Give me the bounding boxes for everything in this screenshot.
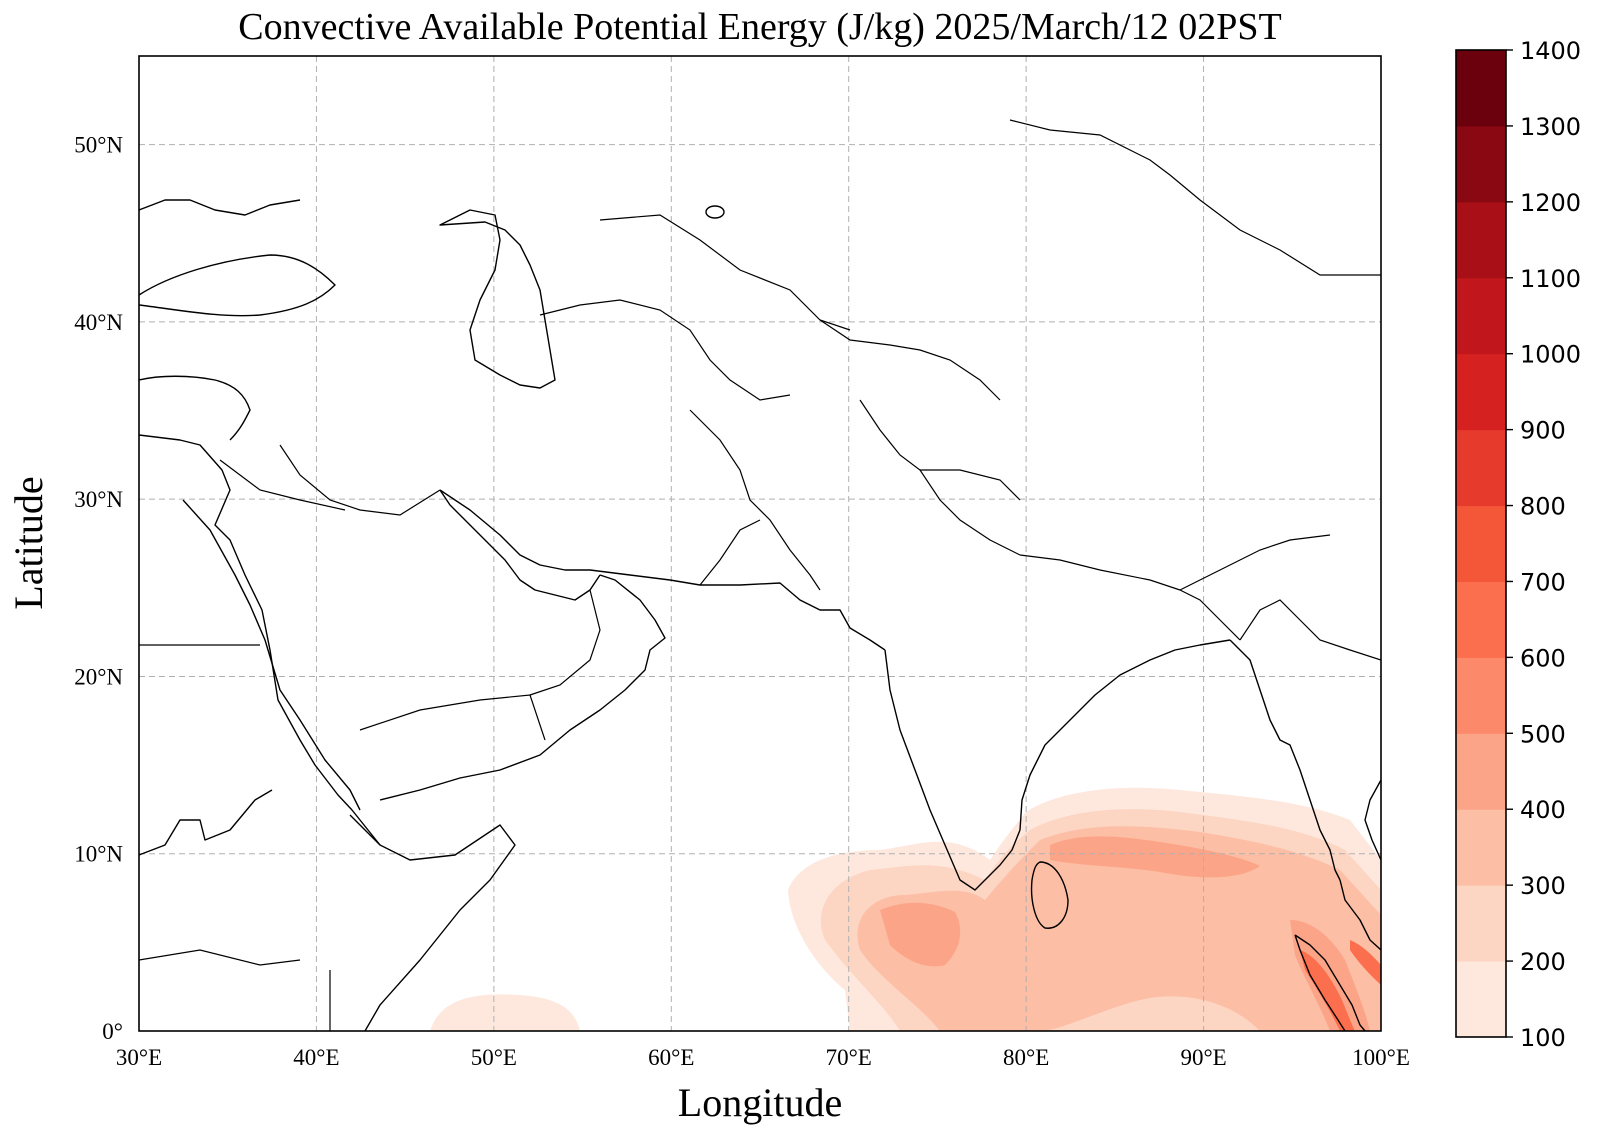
y-axis-label: Latitude (6, 476, 51, 609)
cape-level-300 (857, 826, 1381, 1031)
country-borders (139, 119, 1381, 1031)
colorbar-tick-label: 1200 (1520, 189, 1581, 217)
colorbar: 100 200 300 400 500 600 700 800 900 1000 1100 1200 1… (1455, 37, 1581, 1052)
y-tick-label: 10°N (74, 842, 123, 867)
colorbar-segment (1456, 50, 1506, 127)
x-tick-label: 60°E (648, 1045, 694, 1070)
cape-level-100-west (430, 994, 580, 1031)
y-tick-label: 30°N (74, 487, 123, 512)
y-tick-label: 40°N (74, 310, 123, 335)
y-tick-label: 50°N (74, 133, 123, 158)
colorbar-segment (1456, 125, 1506, 203)
cape-level-400-as (880, 902, 961, 967)
x-tick-label: 50°E (471, 1045, 517, 1070)
colorbar-tick-label: 1400 (1520, 37, 1581, 65)
x-axis-label: Longitude (678, 1080, 842, 1125)
colorbar-tick-label: 1000 (1520, 341, 1581, 369)
x-tick-label: 40°E (293, 1045, 339, 1070)
colorbar-segment (1456, 201, 1506, 279)
coastlines (139, 199, 1381, 1031)
x-tick-label: 80°E (1003, 1045, 1049, 1070)
x-tick-label: 30°E (116, 1045, 162, 1070)
colorbar-segment (1456, 505, 1506, 582)
colorbar-segment (1456, 809, 1506, 886)
map-title: Convective Available Potential Energy (J… (238, 6, 1281, 48)
x-tick-labels: 30°E 40°E 50°E 60°E 70°E 80°E 90°E 100°E (116, 1045, 1410, 1070)
colorbar-frame (1455, 49, 1507, 1038)
cape-level-600-sumatra (1300, 950, 1355, 1031)
cape-level-600-malaya (1350, 940, 1381, 985)
colorbar-tick-label: 1300 (1520, 113, 1581, 141)
colorbar-segment (1456, 885, 1506, 962)
colorbar-tick-label: 100 (1520, 1024, 1566, 1052)
colorbar-tick-label: 1100 (1520, 265, 1581, 293)
x-tick-label: 90°E (1180, 1045, 1226, 1070)
y-tick-label: 20°N (74, 664, 123, 689)
colorbar-tick-label: 600 (1520, 644, 1566, 672)
colorbar-segment (1456, 961, 1506, 1038)
colorbar-segment (1456, 429, 1506, 507)
colorbar-tick-label: 700 (1520, 568, 1566, 596)
colorbar-segment (1456, 277, 1506, 355)
colorbar-tick-label: 200 (1520, 948, 1566, 976)
y-tick-label: 0° (102, 1019, 123, 1044)
cape-shading (430, 787, 1381, 1031)
x-tick-label: 70°E (826, 1045, 872, 1070)
cape-level-400-andaman (1290, 920, 1370, 1031)
colorbar-tick-label: 300 (1520, 872, 1566, 900)
x-tick-label: 100°E (1352, 1045, 1410, 1070)
gridlines (139, 56, 1381, 1031)
colorbar-tick-label: 500 (1520, 720, 1566, 748)
colorbar-segment (1456, 657, 1506, 734)
colorbar-tick-label: 900 (1520, 417, 1566, 445)
colorbar-segment (1456, 581, 1506, 658)
y-tick-labels: 0° 10°N 20°N 30°N 40°N 50°N (74, 133, 123, 1044)
colorbar-tick-label: 400 (1520, 796, 1566, 824)
colorbar-segment (1456, 353, 1506, 431)
cape-level-400-bob (1050, 836, 1260, 878)
map-frame (138, 55, 1382, 1032)
colorbar-tick-label: 800 (1520, 493, 1566, 521)
colorbar-segment (1456, 733, 1506, 810)
